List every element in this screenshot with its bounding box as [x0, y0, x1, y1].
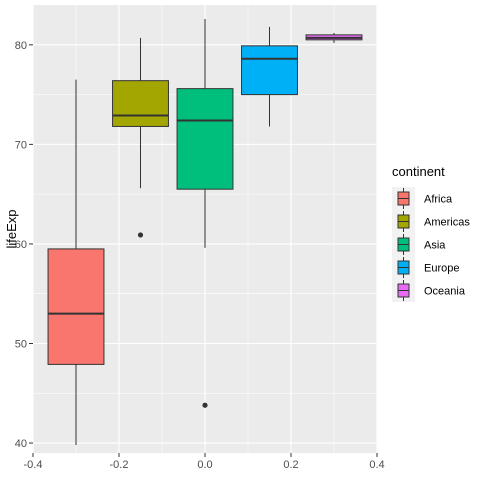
y-axis-title: lifeExp — [4, 209, 19, 248]
legend-label: Asia — [424, 240, 446, 252]
x-tick-label: 0.0 — [197, 459, 212, 471]
box-europe — [241, 26, 298, 127]
outlier-point — [137, 232, 144, 238]
legend-item-africa: Africa — [392, 187, 453, 210]
box-asia — [176, 18, 234, 408]
box-americas — [112, 37, 169, 238]
legend-label: Africa — [424, 194, 453, 206]
y-tick-label: 50 — [15, 338, 27, 350]
legend: continent Africa Americas Asia Europe Oceani… — [392, 164, 470, 302]
x-tick-label: -0.2 — [110, 459, 129, 471]
legend-item-oceania: Oceania — [392, 279, 466, 302]
y-tick-label: 40 — [15, 438, 27, 450]
box-iqr — [176, 88, 234, 190]
y-tick-label: 60 — [15, 239, 27, 251]
legend-item-asia: Asia — [392, 233, 446, 256]
box-africa — [47, 79, 105, 446]
x-axis: -0.4 -0.2 0.0 0.2 0.4 — [24, 453, 385, 471]
x-tick-label: 0.4 — [369, 459, 384, 471]
legend-item-europe: Europe — [392, 256, 459, 279]
legend-item-americas: Americas — [392, 210, 470, 233]
boxes — [47, 18, 363, 446]
box-iqr — [112, 80, 169, 127]
legend-label: Americas — [424, 217, 470, 229]
outlier-point — [202, 402, 208, 408]
box-iqr — [47, 248, 105, 365]
y-axis: 40 50 60 70 80 — [15, 40, 33, 450]
x-tick-label: -0.4 — [24, 459, 43, 471]
box-oceania — [305, 32, 363, 43]
legend-label: Europe — [424, 263, 459, 275]
box-iqr — [241, 45, 298, 96]
y-tick-label: 70 — [15, 139, 27, 151]
y-tick-label: 80 — [15, 40, 27, 52]
legend-label: Oceania — [424, 286, 466, 298]
legend-title: continent — [392, 164, 445, 179]
x-tick-label: 0.2 — [283, 459, 298, 471]
